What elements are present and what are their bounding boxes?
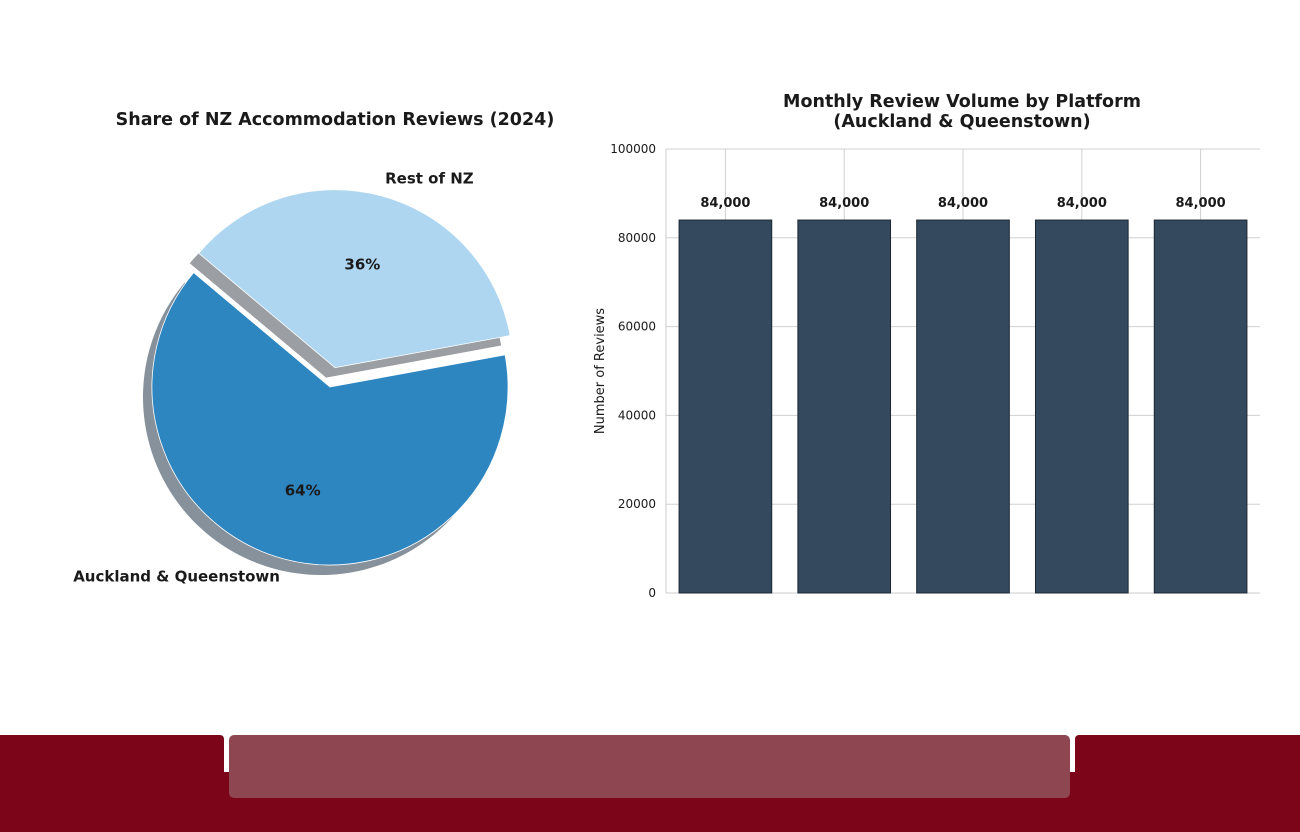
- footer-center-panel: [229, 735, 1070, 798]
- pie-category-label-1: Rest of NZ: [385, 169, 474, 187]
- bar-ytick-label-3: 60000: [618, 320, 656, 334]
- bar-value-label-1: 84,000: [819, 196, 869, 211]
- bar-ytick-label-1: 20000: [618, 497, 656, 511]
- bar-2: [916, 219, 1010, 594]
- pie-pct-label-0: 64%: [285, 481, 321, 499]
- bar-4: [1153, 219, 1248, 594]
- bar-ytick-label-2: 40000: [618, 408, 656, 422]
- pie-chart-title: Share of NZ Accommodation Reviews (2024): [115, 110, 555, 130]
- bar-chart-title-line-2: (Auckland & Queenstown): [833, 112, 1091, 132]
- bar-3: [1034, 219, 1129, 594]
- bar-chart-title: Monthly Review Volume by Platform (Auckl…: [662, 92, 1262, 132]
- pie-chart: 64% Auckland & Queenstown 36% Rest of NZ: [73, 169, 511, 585]
- pie-pct-label-1: 36%: [344, 255, 380, 273]
- bar-ytick-label-0: 0: [648, 586, 656, 600]
- bar-1: [797, 219, 892, 594]
- bar-ytick-label-4: 80000: [618, 231, 656, 245]
- pie-category-label-0: Auckland & Queenstown: [73, 567, 280, 585]
- bar-chart: 0 20000 40000 60000 80000 100000 84,000 84,000 8…: [593, 142, 1260, 600]
- bar-value-label-4: 84,000: [1176, 196, 1226, 211]
- footer-right-block: [1075, 735, 1300, 832]
- bar-ytick-label-5: 100000: [610, 142, 656, 156]
- bar-value-label-2: 84,000: [938, 196, 988, 211]
- bar-value-label-3: 84,000: [1057, 196, 1107, 211]
- bar-ylabel: Number of Reviews: [593, 308, 608, 434]
- bar-chart-title-line-1: Monthly Review Volume by Platform: [783, 92, 1141, 112]
- footer-bar: [0, 735, 1300, 832]
- pie-slice-1: [198, 189, 511, 369]
- bar-value-label-0: 84,000: [700, 196, 750, 211]
- bar-0: [678, 219, 773, 594]
- pie-slice-0: [151, 272, 509, 566]
- footer-left-block: [0, 735, 224, 832]
